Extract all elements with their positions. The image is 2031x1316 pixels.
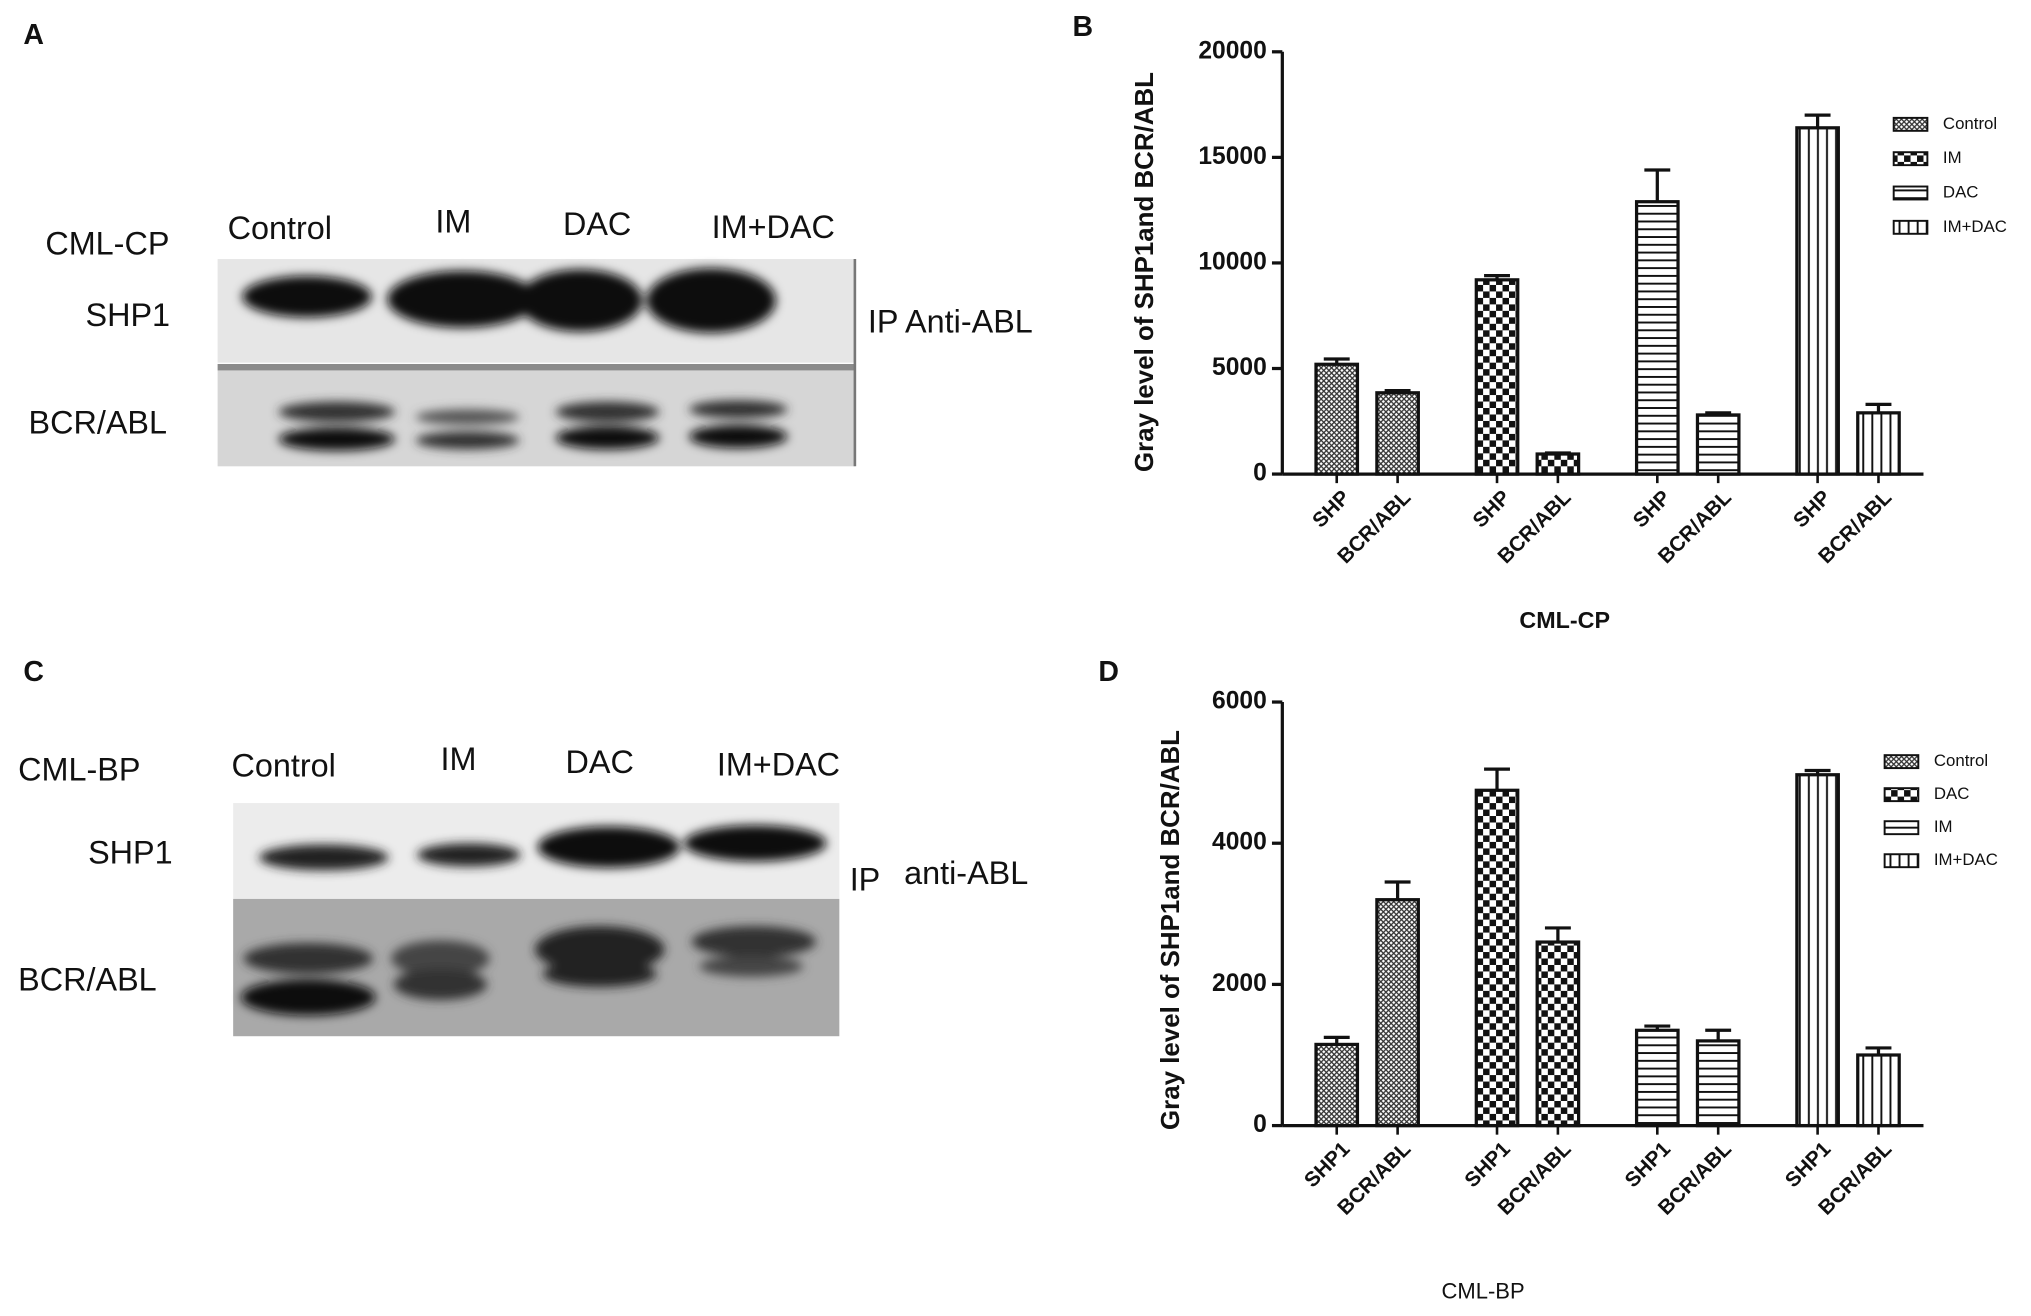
- x-tick-label: SHP: [1629, 486, 1676, 533]
- legend-swatch: [1892, 185, 1929, 201]
- bar: [1856, 1053, 1901, 1128]
- y-tick-label: 15000: [1198, 143, 1266, 170]
- error-bar: [1644, 1024, 1671, 1031]
- lane-label: IM+DAC: [717, 746, 840, 782]
- lane-label: DAC: [566, 744, 634, 780]
- bar: [1695, 1039, 1741, 1128]
- cell-line: CML-BP: [18, 752, 140, 788]
- bar: [1795, 126, 1840, 476]
- lane-label: DAC: [563, 206, 631, 242]
- panel-letter: A: [23, 19, 44, 51]
- legend-label: DAC: [1943, 182, 1979, 201]
- error-bar: [1804, 768, 1831, 775]
- legend-label: IM: [1934, 817, 1953, 836]
- error-bar: [1705, 1028, 1732, 1041]
- ip-label: IP Anti-ABL: [868, 303, 1033, 339]
- lane-label: IM: [441, 741, 477, 777]
- separator: [217, 363, 855, 371]
- legend-swatch: [1892, 116, 1929, 132]
- legend-swatch: [1883, 754, 1920, 770]
- panel-letter: C: [23, 656, 44, 688]
- legend-label: Control: [1943, 114, 1997, 133]
- y-tick-label: 20000: [1198, 37, 1266, 64]
- y-tick-label: 6000: [1212, 688, 1267, 715]
- bar: [1375, 391, 1420, 476]
- x-tick-label: SHP1: [1460, 1137, 1515, 1192]
- error-bar: [1484, 273, 1510, 280]
- y-tick-label: 0: [1253, 460, 1267, 487]
- error-bar: [1804, 113, 1831, 128]
- legend-swatch: [1883, 853, 1920, 869]
- legend-swatch: [1892, 151, 1929, 167]
- y-tick-label: 2000: [1212, 970, 1267, 997]
- cell-line: CML-CP: [45, 226, 169, 262]
- error-bar: [1484, 767, 1510, 791]
- bar: [1474, 278, 1520, 476]
- legend-swatch: [1883, 787, 1920, 803]
- legend-label: DAC: [1934, 784, 1970, 803]
- x-axis-label: CML-CP: [1519, 607, 1610, 633]
- bar: [1634, 1028, 1680, 1128]
- legend-label: IM+DAC: [1934, 850, 1998, 869]
- bar: [1795, 773, 1840, 1128]
- y-tick-label: 4000: [1212, 829, 1267, 856]
- panel-letter: D: [1098, 656, 1119, 688]
- error-bar: [1544, 451, 1571, 455]
- legend-label: IM: [1943, 148, 1962, 167]
- y-axis-label: Gray level of SHP1and BCR/ABL: [1157, 730, 1185, 1130]
- bar: [1375, 898, 1420, 1128]
- error-bar: [1865, 1046, 1892, 1056]
- y-tick-label: 10000: [1198, 248, 1266, 275]
- error-bar: [1384, 389, 1411, 393]
- x-tick-label: SHP: [1308, 486, 1355, 533]
- error-bar: [1544, 926, 1571, 943]
- y-axis-label: Gray level of SHP1and BCR/ABL: [1131, 72, 1159, 472]
- error-bar: [1323, 1035, 1350, 1045]
- legend-swatch: [1892, 219, 1929, 235]
- x-tick-label: SHP: [1789, 486, 1836, 533]
- panel-letter: B: [1072, 11, 1093, 43]
- bar: [1856, 411, 1901, 476]
- legend-label: Control: [1934, 751, 1988, 770]
- bar: [1474, 788, 1520, 1128]
- row-label: SHP1: [88, 834, 173, 870]
- row-label: BCR/ABL: [18, 961, 157, 997]
- x-tick-label: SHP1: [1300, 1137, 1355, 1192]
- legend-label: IM+DAC: [1943, 217, 2007, 236]
- bar: [1634, 200, 1680, 476]
- error-bar: [1644, 168, 1671, 202]
- bar: [1695, 413, 1741, 476]
- blot-c: [233, 803, 840, 1037]
- error-bar: [1323, 357, 1350, 365]
- bar: [1535, 940, 1581, 1128]
- x-axis-label: CML-BP: [1442, 1278, 1525, 1303]
- error-bar: [1705, 411, 1732, 415]
- y-tick-label: 5000: [1212, 354, 1267, 381]
- row-label: BCR/ABL: [29, 404, 168, 440]
- lane-label: IM: [435, 204, 471, 240]
- y-tick-label: 0: [1253, 1111, 1267, 1138]
- bar: [1314, 1042, 1360, 1128]
- error-bar: [1865, 402, 1892, 413]
- lane-label: IM+DAC: [712, 209, 835, 245]
- bar: [1535, 452, 1581, 476]
- blot-a: [217, 259, 857, 467]
- bar: [1314, 362, 1360, 476]
- legend-swatch: [1883, 820, 1920, 836]
- x-tick-label: SHP1: [1621, 1137, 1676, 1192]
- ip-label: IP: [850, 862, 881, 898]
- row-label: SHP1: [85, 297, 170, 333]
- lane-label: Control: [231, 748, 335, 784]
- x-tick-label: SHP1: [1781, 1137, 1836, 1192]
- x-tick-label: SHP: [1468, 486, 1515, 533]
- error-bar: [1384, 880, 1411, 900]
- lane-label: Control: [228, 210, 332, 246]
- antibody-label: anti-ABL: [904, 855, 1028, 891]
